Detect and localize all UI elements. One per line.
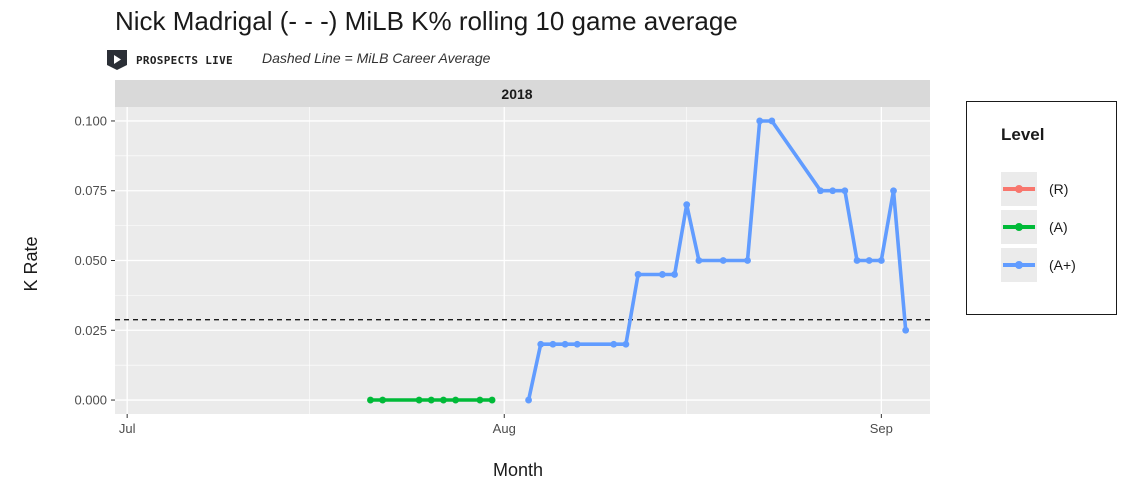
y-axis: 0.000 0.025 0.050 0.075 0.100 — [74, 113, 115, 408]
data-point-a-plus — [683, 201, 691, 209]
data-point-a-plus — [902, 326, 910, 334]
data-point-a — [415, 396, 423, 404]
data-point-a-plus — [610, 340, 618, 348]
data-point-a-plus — [561, 340, 569, 348]
play-shield-icon — [107, 50, 127, 70]
y-tick-label: 0.000 — [74, 393, 107, 408]
y-tick-label: 0.075 — [74, 183, 107, 198]
data-point-a-plus — [890, 187, 897, 195]
data-point-a — [440, 396, 447, 404]
chart-subtitle: Dashed Line = MiLB Career Average — [262, 50, 491, 66]
data-point-a-plus — [622, 340, 630, 348]
data-point-a-plus — [719, 257, 727, 264]
legend-key-a — [1001, 210, 1037, 244]
legend-label-r: (R) — [1049, 181, 1069, 197]
legend-label-a: (A) — [1049, 219, 1068, 235]
data-point-a — [452, 396, 459, 404]
legend-title: Level — [1001, 125, 1045, 144]
x-axis-title: Month — [493, 460, 543, 480]
data-point-a-plus — [658, 271, 666, 278]
brand-logo: PROSPECTS LIVE — [106, 49, 233, 71]
legend-item-a-plus: (A+) — [1001, 248, 1121, 282]
data-point-a-plus — [817, 187, 824, 195]
legend-key-r — [1001, 172, 1037, 206]
facet-strip — [115, 80, 930, 107]
data-point-a-plus — [695, 257, 703, 264]
facet-label: 2018 — [501, 86, 532, 102]
data-point-a-plus — [671, 271, 678, 278]
data-point-a-plus — [877, 257, 885, 264]
x-tick-label: Sep — [870, 421, 893, 436]
series-group — [367, 117, 910, 404]
data-point-a-plus — [525, 396, 532, 404]
data-point-a-plus — [756, 117, 764, 125]
y-tick-label: 0.025 — [74, 323, 107, 338]
data-point-a-plus — [841, 187, 849, 195]
legend-item-r: (R) — [1001, 172, 1121, 206]
data-point-a-plus — [768, 117, 776, 125]
legend-label-a-plus: (A+) — [1049, 257, 1076, 273]
data-point-a — [379, 396, 387, 404]
data-point-a-plus — [744, 257, 751, 264]
data-point-a — [488, 396, 496, 404]
data-point-a — [367, 396, 374, 404]
legend-item-a: (A) — [1001, 210, 1121, 244]
y-tick-label: 0.050 — [74, 253, 107, 268]
data-point-a — [427, 396, 435, 404]
brand-name: PROSPECTS LIVE — [136, 53, 233, 67]
data-point-a-plus — [549, 340, 557, 348]
y-axis-title: K Rate — [21, 236, 41, 291]
x-tick-label: Jul — [119, 421, 136, 436]
data-point-a-plus — [865, 257, 873, 264]
data-point-a-plus — [537, 340, 545, 348]
data-point-a — [476, 396, 484, 404]
chart-title: Nick Madrigal (- - -) MiLB K% rolling 10… — [115, 6, 738, 36]
x-axis: Jul Aug Sep — [119, 414, 893, 436]
y-tick-label: 0.100 — [74, 113, 107, 128]
legend: Level (R) (A) (A+) — [966, 101, 1117, 315]
data-point-a-plus — [853, 257, 861, 264]
data-point-a-plus — [634, 271, 642, 278]
data-point-a-plus — [829, 187, 837, 195]
x-tick-label: Aug — [493, 421, 516, 436]
legend-key-a-plus — [1001, 248, 1037, 282]
data-point-a-plus — [573, 340, 581, 348]
